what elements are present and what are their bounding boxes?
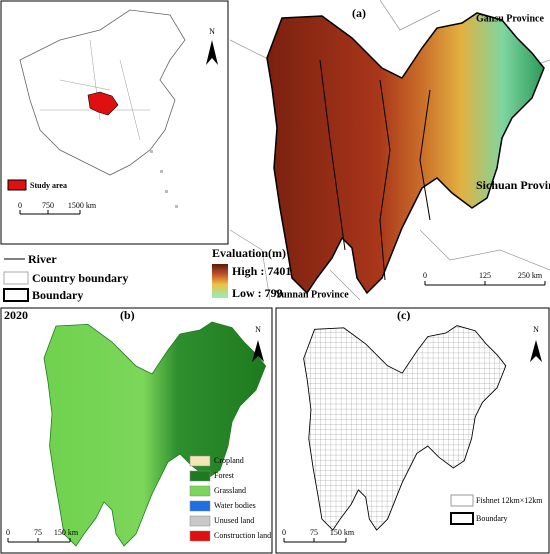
legend-label: Cropland [214,456,244,465]
scale-bar [424,281,546,286]
legend-label: River [28,252,57,266]
legend-label: Study area [30,181,67,190]
scale-label: 1500 km [68,201,97,210]
legend-label: Unused land [214,516,254,525]
legend-ramp [212,264,228,298]
north-arrow [252,340,264,362]
north-label: N [255,325,261,334]
panel-label: (c) [397,308,410,322]
legend-swatch [3,271,29,285]
scale-bar [283,538,347,543]
legend-label: Boundary [32,288,83,302]
legend-label: Construction land [214,531,271,540]
north-arrow [530,340,542,362]
land-legend [189,455,211,542]
province-label: Gansu Province [476,13,544,24]
legend-label: Boundary [476,514,508,523]
legend-label: Grassland [214,486,246,495]
legend-swatch [450,494,474,507]
north-arrow [206,40,218,65]
scale-label: 150 km [54,528,79,537]
scale-label: 75 [34,528,42,537]
scale-label: 0 [423,271,427,280]
scale-label: 75 [310,528,318,537]
scale-bar [19,210,81,215]
legend-title: Evaluation(m) [212,246,286,260]
scale-label: 0 [6,528,10,537]
scale-bar [7,538,71,543]
panel-label: (a) [352,6,366,20]
north-label: N [533,325,539,334]
scale-label: 150 km [330,528,355,537]
province-label: Yunnan Province [275,289,349,300]
scale-label: 250 km [518,271,543,280]
legend-label: Fishnet 12km×12km [476,496,543,505]
legend-label: Forest [214,471,235,480]
year-label: 2020 [4,308,28,322]
north-label: N [209,27,215,36]
scale-label: 125 [479,271,491,280]
china-outline [19,9,186,176]
legend-label: Country boundary [32,271,128,285]
islands [150,150,178,208]
legend-swatch [3,288,29,302]
study-area [87,91,119,116]
panel-label: (b) [120,308,135,322]
scale-label: 750 [42,201,54,210]
legend-label: Water bodies [214,501,256,510]
legend-label: High : 7401 [232,264,291,278]
inner-boundary [319,59,431,281]
legend-label: Low : 799 [232,286,283,300]
province-label: Sichuan Province [476,178,550,192]
background-boundaries [229,0,550,301]
legend-swatch [7,179,27,191]
province-lines [40,39,150,141]
legend-swatch [450,512,474,525]
scale-label: 0 [18,201,22,210]
scale-label: 0 [282,528,286,537]
